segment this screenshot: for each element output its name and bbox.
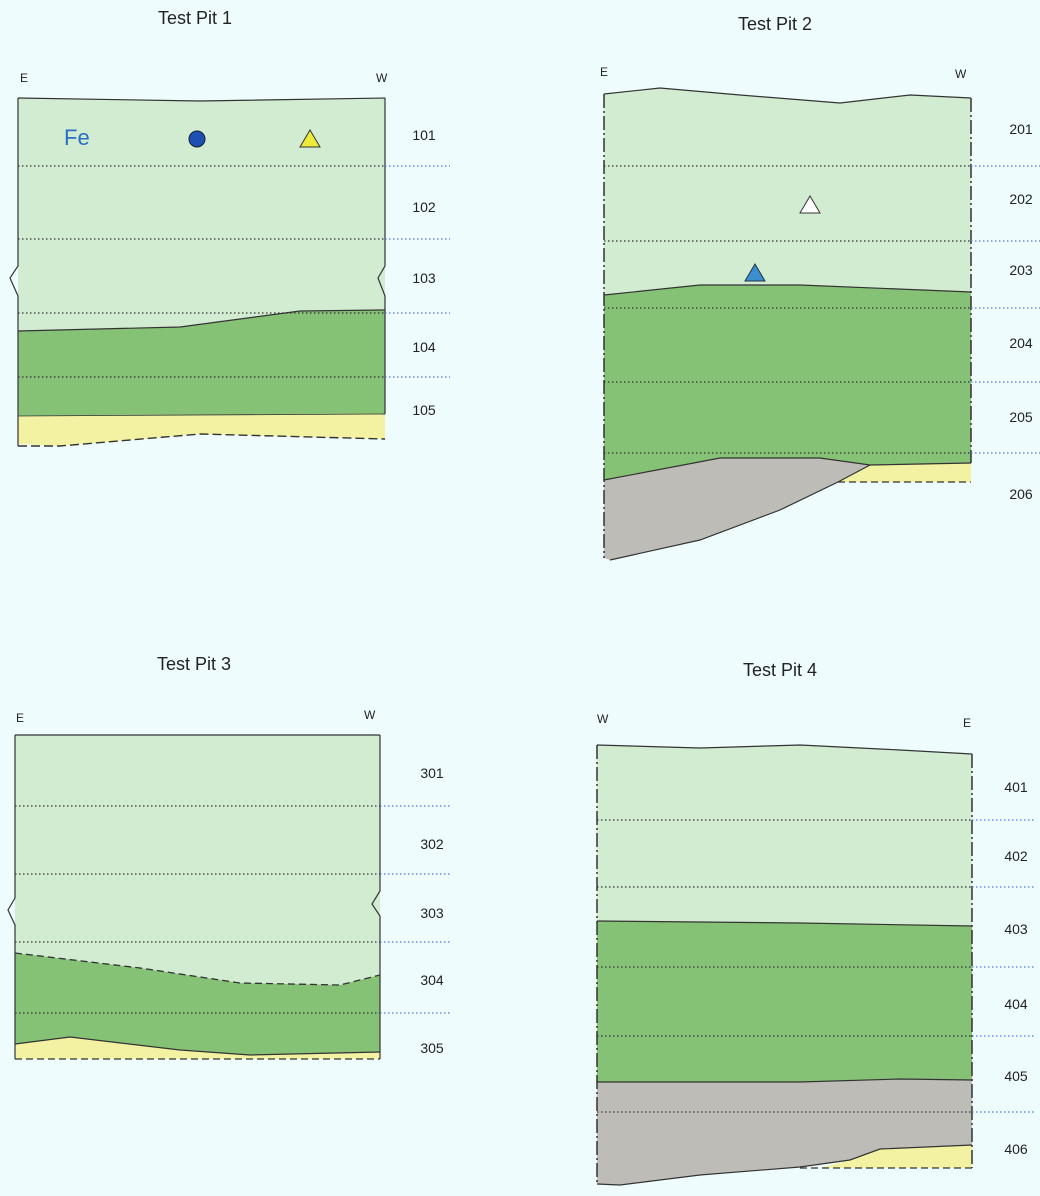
pit-3-subsoil-layer — [15, 953, 380, 1055]
unit-label-105: 105 — [412, 402, 436, 418]
test-pit-1: Test Pit 1 E W Fe 101 1 — [9, 8, 450, 447]
pit-2-left-direction: E — [600, 65, 608, 79]
pit-1-topsoil-layer — [18, 98, 385, 331]
pit-1-left-direction: E — [20, 71, 28, 85]
unit-label-103: 103 — [412, 270, 436, 286]
pit-4-topsoil-layer — [597, 745, 972, 926]
pit-3-outlines — [7, 734, 381, 1060]
pit-4-subsoil-layer — [597, 921, 972, 1082]
pit-4-left-direction: W — [597, 712, 609, 726]
unit-label-403: 403 — [1004, 921, 1028, 937]
pit-2-subsoil-layer — [604, 285, 971, 480]
pit-1-unit-dividers — [18, 165, 450, 378]
unit-label-402: 402 — [1004, 848, 1028, 864]
pit-2-title: Test Pit 2 — [738, 14, 812, 34]
pit-1-subsoil-layer — [18, 310, 385, 416]
pit-1-fe-label: Fe — [64, 125, 90, 150]
unit-label-401: 401 — [1004, 779, 1028, 795]
pit-4-right-direction: E — [963, 716, 971, 730]
unit-label-104: 104 — [412, 339, 436, 355]
pit-3-title: Test Pit 3 — [157, 654, 231, 674]
unit-label-305: 305 — [420, 1040, 444, 1056]
pit-3-right-direction: W — [364, 708, 376, 722]
unit-label-204: 204 — [1009, 335, 1033, 351]
pit-1-title: Test Pit 1 — [158, 8, 232, 28]
unit-label-301: 301 — [420, 765, 444, 781]
pit-1-right-direction: W — [376, 71, 388, 85]
white-triangle-icon — [799, 195, 821, 214]
unit-label-201: 201 — [1009, 121, 1033, 137]
pit-2-outlines — [603, 87, 972, 561]
test-pit-3: Test Pit 3 E W 301 302 303 — [7, 654, 450, 1060]
unit-label-102: 102 — [412, 199, 436, 215]
unit-label-303: 303 — [420, 905, 444, 921]
pit-1-outlines — [9, 97, 386, 447]
pit-4-sand-layer — [820, 1145, 972, 1168]
unit-label-203: 203 — [1009, 262, 1033, 278]
unit-label-404: 404 — [1004, 996, 1028, 1012]
pit-3-unit-labels: 301 302 303 304 305 — [420, 765, 444, 1056]
yellow-triangle-icon — [299, 129, 321, 148]
unit-label-206: 206 — [1009, 486, 1033, 502]
unit-label-101: 101 — [412, 127, 436, 143]
pit-4-outlines — [596, 744, 973, 1186]
pit-3-sand-layer — [15, 1037, 380, 1059]
pit-3-unit-dividers — [15, 805, 450, 1014]
blue-triangle-icon — [744, 263, 766, 282]
pit-4-unit-dividers — [597, 819, 1035, 1113]
pit-2-gravel-layer — [604, 458, 870, 560]
unit-label-302: 302 — [420, 836, 444, 852]
unit-label-205: 205 — [1009, 409, 1033, 425]
pit-2-unit-dividers — [604, 165, 1040, 454]
pit-1-sand-layer — [18, 414, 385, 446]
pit-4-title: Test Pit 4 — [743, 660, 817, 680]
unit-label-406: 406 — [1004, 1141, 1028, 1157]
pit-4-gravel-layer — [597, 1079, 972, 1185]
pit-2-right-direction: W — [955, 67, 967, 81]
unit-label-304: 304 — [420, 972, 444, 988]
pit-1-unit-labels: 101 102 103 104 105 — [412, 127, 436, 418]
pit-2-topsoil-layer — [604, 88, 971, 295]
pit-2-sand-layer — [838, 463, 971, 482]
test-pit-2: Test Pit 2 E W — [600, 14, 1040, 561]
pit-2-unit-labels: 201 202 203 204 205 206 — [1009, 121, 1033, 502]
pit-4-unit-labels: 401 402 403 404 405 406 — [1004, 779, 1028, 1157]
test-pit-4: Test Pit 4 W E 401 — [596, 660, 1035, 1186]
pit-3-topsoil-layer — [15, 735, 380, 985]
pit-3-left-direction: E — [16, 711, 24, 725]
blue-dot-icon — [188, 130, 206, 148]
unit-label-405: 405 — [1004, 1068, 1028, 1084]
unit-label-202: 202 — [1009, 191, 1033, 207]
